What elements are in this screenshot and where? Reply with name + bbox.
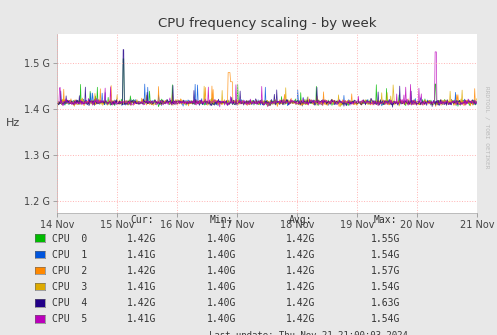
- Text: Min:: Min:: [209, 215, 233, 225]
- Text: 1.40G: 1.40G: [206, 250, 236, 260]
- Text: 1.40G: 1.40G: [206, 234, 236, 244]
- Text: 1.54G: 1.54G: [370, 282, 400, 292]
- Text: CPU  0: CPU 0: [52, 234, 87, 244]
- Text: 1.40G: 1.40G: [206, 282, 236, 292]
- Text: Last update: Thu Nov 21 21:00:03 2024: Last update: Thu Nov 21 21:00:03 2024: [209, 331, 408, 335]
- Text: 1.40G: 1.40G: [206, 266, 236, 276]
- Text: Cur:: Cur:: [130, 215, 154, 225]
- Text: 1.54G: 1.54G: [370, 250, 400, 260]
- Text: 1.40G: 1.40G: [206, 314, 236, 324]
- Title: CPU frequency scaling - by week: CPU frequency scaling - by week: [158, 16, 376, 29]
- Text: Max:: Max:: [373, 215, 397, 225]
- Text: 1.41G: 1.41G: [127, 250, 157, 260]
- Text: 1.57G: 1.57G: [370, 266, 400, 276]
- Text: CPU  2: CPU 2: [52, 266, 87, 276]
- Text: CPU  3: CPU 3: [52, 282, 87, 292]
- Text: 1.42G: 1.42G: [127, 266, 157, 276]
- Text: 1.42G: 1.42G: [286, 282, 316, 292]
- Text: 1.42G: 1.42G: [286, 298, 316, 308]
- Text: 1.41G: 1.41G: [127, 314, 157, 324]
- Text: 1.41G: 1.41G: [127, 282, 157, 292]
- Text: Avg:: Avg:: [289, 215, 313, 225]
- Text: 1.42G: 1.42G: [286, 266, 316, 276]
- Text: RRDTOOL / TOBI OETIKER: RRDTOOL / TOBI OETIKER: [485, 86, 490, 169]
- Text: 1.63G: 1.63G: [370, 298, 400, 308]
- Text: CPU  5: CPU 5: [52, 314, 87, 324]
- Y-axis label: Hz: Hz: [6, 118, 20, 128]
- Text: 1.54G: 1.54G: [370, 314, 400, 324]
- Text: 1.42G: 1.42G: [286, 234, 316, 244]
- Text: 1.42G: 1.42G: [286, 314, 316, 324]
- Text: 1.42G: 1.42G: [286, 250, 316, 260]
- Text: 1.42G: 1.42G: [127, 234, 157, 244]
- Text: CPU  4: CPU 4: [52, 298, 87, 308]
- Text: CPU  1: CPU 1: [52, 250, 87, 260]
- Text: 1.42G: 1.42G: [127, 298, 157, 308]
- Text: 1.40G: 1.40G: [206, 298, 236, 308]
- Text: 1.55G: 1.55G: [370, 234, 400, 244]
